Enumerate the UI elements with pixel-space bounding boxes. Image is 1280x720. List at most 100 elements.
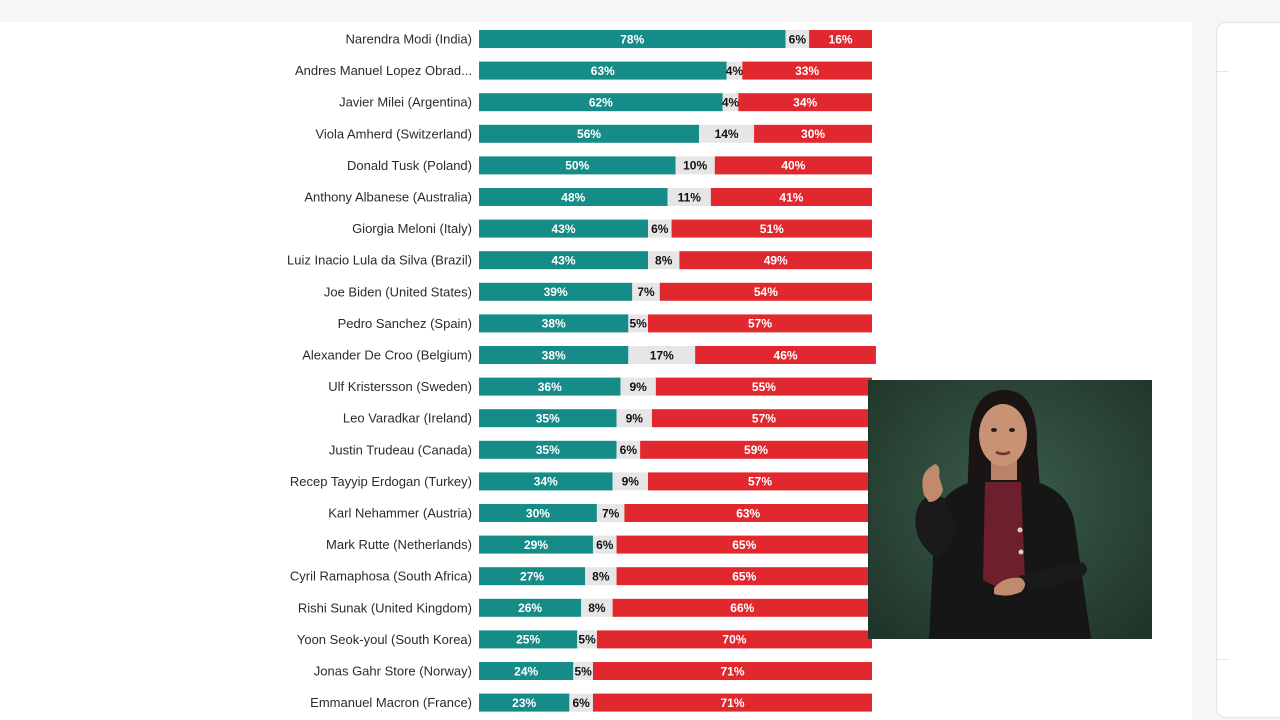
neutral-bar [785,30,810,48]
neutral-bar [620,377,656,396]
approve-bar [479,219,648,238]
approve-value-label: 23% [512,696,536,710]
chart-row: Jonas Gahr Store (Norway) 24% 5% 71% [314,662,872,680]
approve-bar [479,598,582,617]
disapprove-bar [809,30,872,48]
disapprove-bar [624,504,872,522]
disapprove-value-label: 71% [720,664,744,678]
chart-row: Emmanuel Macron (France) 23% 6% 71% [310,693,872,712]
approve-bar [479,61,727,80]
chart-row: Andres Manuel Lopez Obrad... 63% 4% 33% [295,61,872,80]
neutral-bar [585,567,617,586]
category-label: Emmanuel Macron (France) [310,695,472,710]
chart-row: Giorgia Meloni (Italy) 43% 6% 51% [352,219,872,238]
disapprove-value-label: 57% [748,475,772,489]
chart-row: Anthony Albanese (Australia) 48% 11% 41% [304,188,872,206]
category-label: Rishi Sunak (United Kingdom) [298,600,472,615]
category-label: Yoon Seok-youl (South Korea) [297,632,472,647]
approve-value-label: 24% [514,664,538,678]
approve-bar [479,314,629,333]
approve-bar [479,282,633,301]
disapprove-value-label: 57% [752,412,776,426]
chart-row: Cyril Ramaphosa (South Africa) 27% 8% 65% [290,567,872,586]
neutral-value-label: 7% [637,285,655,299]
disapprove-value-label: 71% [720,696,744,710]
disapprove-value-label: 46% [774,348,798,362]
neutral-value-label: 9% [629,380,647,394]
approve-value-label: 62% [589,96,613,110]
approve-bar [479,440,617,459]
disapprove-value-label: 54% [754,285,778,299]
approve-value-label: 26% [518,601,542,615]
chart-row: Justin Trudeau (Canada) 35% 6% 59% [329,440,872,459]
disapprove-bar [679,251,872,270]
side-card-divider [1217,659,1229,660]
approve-value-label: 63% [591,64,615,78]
disapprove-bar [596,630,872,649]
neutral-bar [647,251,680,270]
approve-bar [479,472,613,491]
neutral-bar [667,188,711,206]
disapprove-value-label: 65% [732,570,756,584]
disapprove-value-label: 30% [801,127,825,141]
neutral-bar [573,662,593,680]
chart-row: Narendra Modi (India) 78% 6% 16% [346,30,872,48]
neutral-value-label: 9% [626,412,644,426]
approve-bar [479,93,723,112]
approve-value-label: 34% [534,475,558,489]
neutral-bar [577,630,597,649]
category-label: Ulf Kristersson (Sweden) [328,379,472,394]
neutral-value-label: 14% [715,127,739,141]
chart-row: Mark Rutte (Netherlands) 29% 6% 65% [326,535,872,554]
neutral-bar [592,535,617,554]
neutral-value-label: 8% [592,570,610,584]
disapprove-value-label: 41% [779,190,803,204]
approve-value-label: 30% [526,506,550,520]
disapprove-value-label: 66% [730,601,754,615]
neutral-value-label: 9% [622,475,640,489]
neutral-value-label: 6% [596,538,614,552]
approve-bar [479,409,617,428]
disapprove-bar [592,693,872,712]
disapprove-value-label: 49% [764,254,788,268]
approve-value-label: 39% [544,285,568,299]
disapprove-value-label: 63% [736,506,760,520]
chart-row: Joe Biden (United States) 39% 7% 54% [324,282,872,301]
disapprove-bar [754,124,872,143]
disapprove-bar [647,472,872,491]
side-card-divider [1217,71,1229,72]
approve-value-label: 78% [620,32,644,46]
approve-bar [479,693,570,712]
category-label: Anthony Albanese (Australia) [304,190,472,205]
neutral-value-label: 7% [602,506,620,520]
neutral-value-label: 5% [629,317,647,331]
approve-value-label: 29% [524,538,548,552]
chart-row: Yoon Seok-youl (South Korea) 25% 5% 70% [297,630,872,649]
approve-value-label: 50% [565,159,589,173]
chart-row: Rishi Sunak (United Kingdom) 26% 8% 66% [298,598,872,617]
category-label: Pedro Sanchez (Spain) [338,316,472,331]
disapprove-bar [651,409,876,428]
disapprove-bar [714,156,872,175]
chart-row: Karl Nehammer (Austria) 30% 7% 63% [328,504,872,522]
interpreter-figure [869,380,1152,639]
disapprove-bar [659,282,872,301]
category-label: Andres Manuel Lopez Obrad... [295,63,472,78]
disapprove-value-label: 65% [732,538,756,552]
approve-bar [479,188,668,206]
chart-row: Luiz Inacio Lula da Silva (Brazil) 43% 8% 4… [287,251,872,270]
chart-row: Recep Tayyip Erdogan (Turkey) 34% 9% 57% [290,472,872,491]
disapprove-bar [592,662,872,680]
chart-row: Leo Varadkar (Ireland) 35% 9% 57% [343,409,876,428]
neutral-bar [628,346,696,364]
neutral-value-label: 6% [789,32,807,46]
category-label: Justin Trudeau (Canada) [329,442,472,457]
neutral-bar [581,598,613,617]
neutral-value-label: 8% [588,601,606,615]
approve-value-label: 43% [551,222,575,236]
disapprove-bar [742,61,872,80]
approve-bar [479,535,593,554]
disapprove-value-label: 16% [829,32,853,46]
approve-bar [479,630,578,649]
